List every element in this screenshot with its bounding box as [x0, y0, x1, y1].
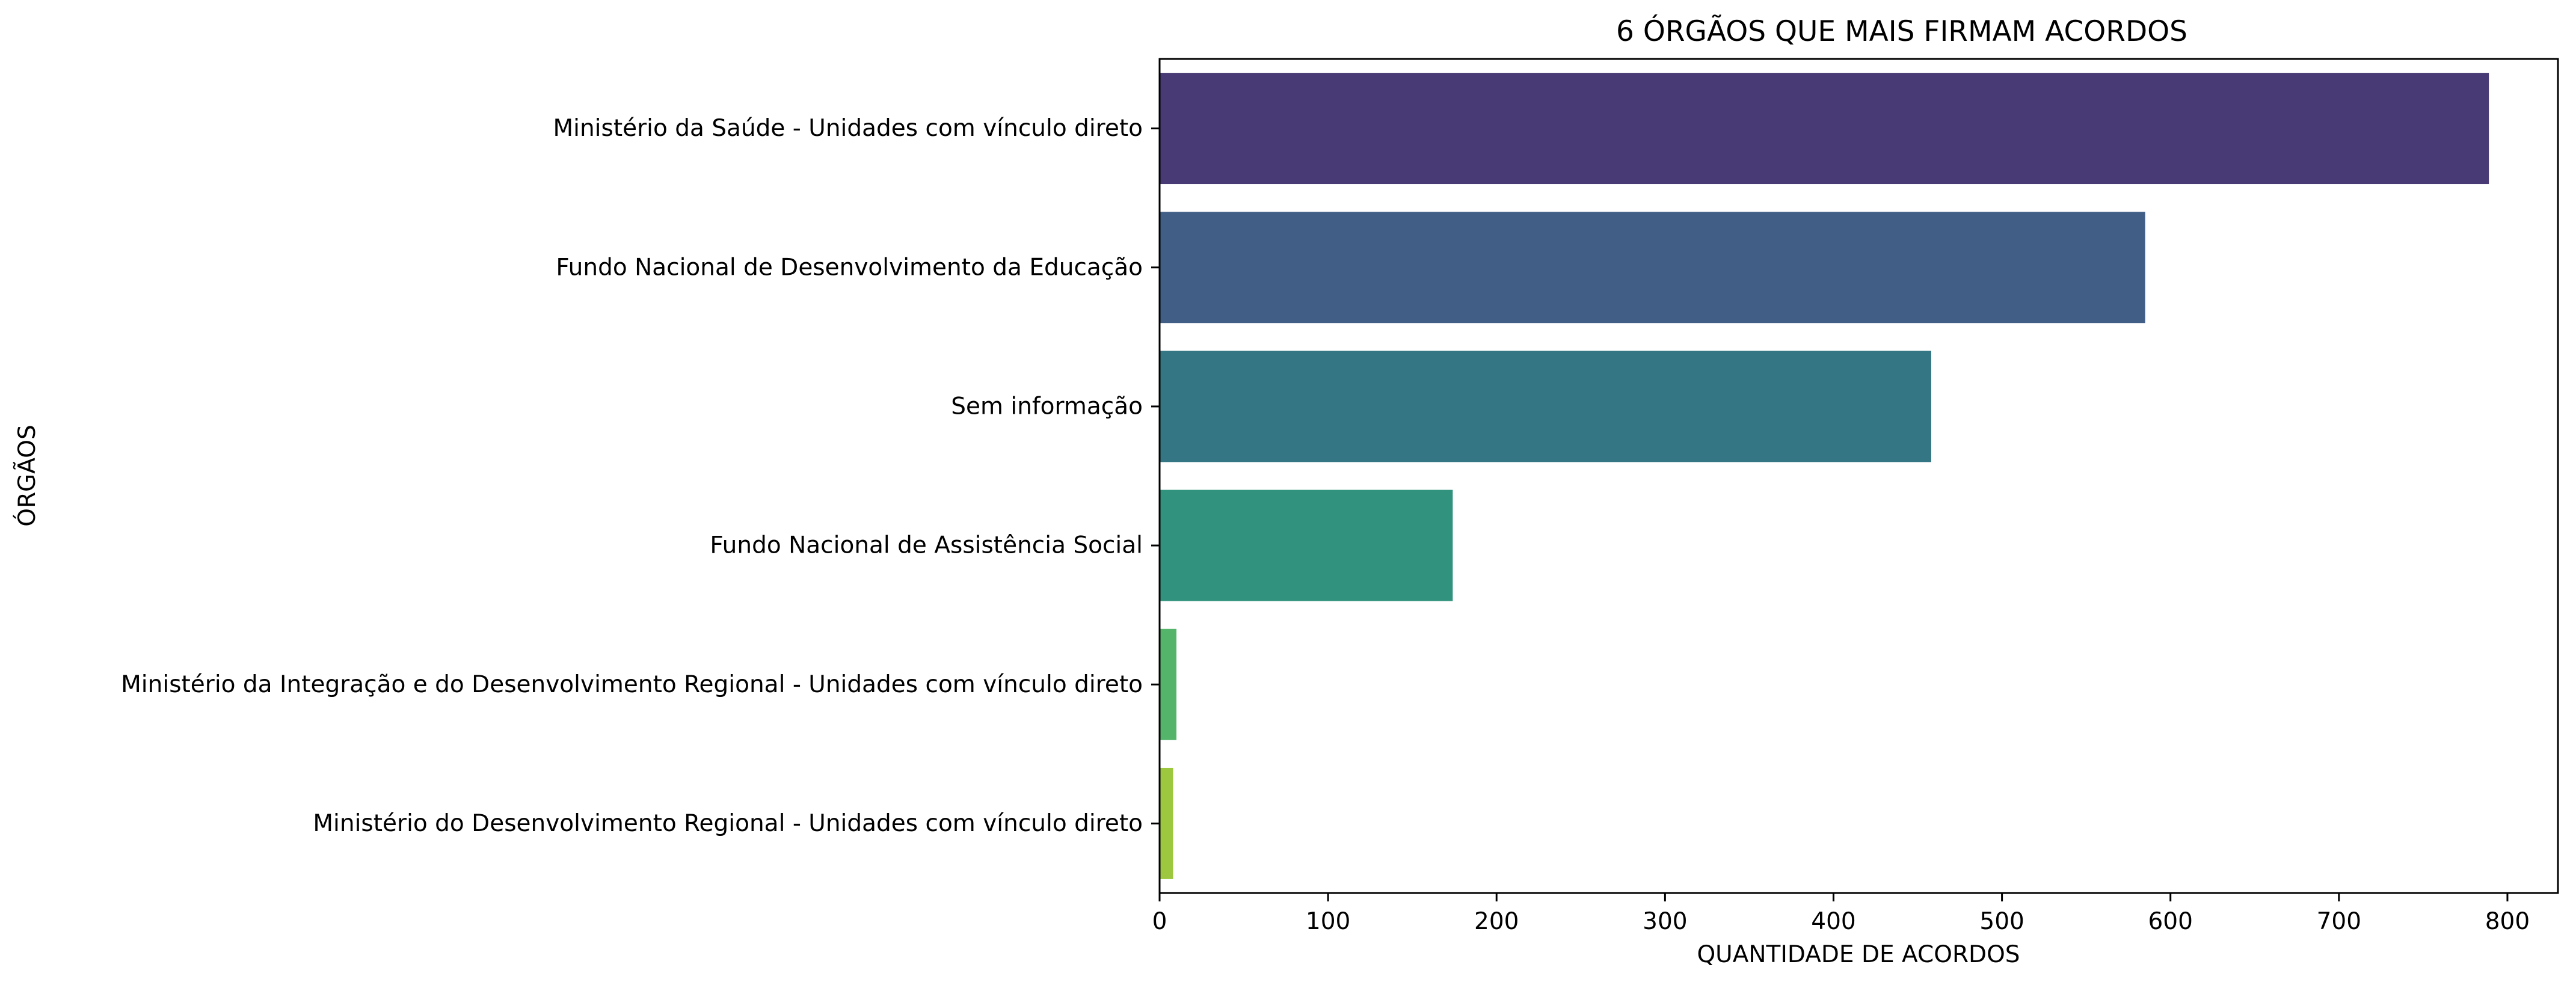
bar-5	[1160, 628, 1177, 740]
x-tick-label: 700	[2317, 908, 2361, 935]
category-labels: Ministério da Saúde - Unidades com víncu…	[121, 115, 1160, 837]
category-label: Ministério do Desenvolvimento Regional -…	[313, 810, 1143, 837]
plot-frame	[1158, 58, 2559, 894]
x-tick-label: 0	[1152, 908, 1167, 935]
x-tick-label: 300	[1643, 908, 1687, 935]
bar-2	[1160, 212, 2145, 324]
bars-layer	[1160, 73, 2489, 879]
category-label: Ministério da Integração e do Desenvolvi…	[121, 671, 1143, 698]
x-tick-label: 200	[1474, 908, 1519, 935]
category-label: Fundo Nacional de Assistência Social	[710, 532, 1143, 559]
x-tick-label: 400	[1811, 908, 1855, 935]
x-axis-ticks: 0 100 200 300 400 500 600 700 800	[1152, 893, 2530, 935]
bar-6	[1160, 767, 1173, 879]
x-axis-label: QUANTIDADE DE ACORDOS	[1697, 941, 2020, 968]
bar-3	[1160, 351, 1931, 462]
x-tick-label: 600	[2148, 908, 2192, 935]
category-label: Sem informação	[951, 393, 1143, 420]
bar-4	[1160, 489, 1453, 601]
x-tick-label: 500	[1979, 908, 2024, 935]
y-axis-label: ÓRGÃOS	[13, 425, 41, 526]
bar-1	[1160, 73, 2489, 185]
chart-title: 6 ÓRGÃOS QUE MAIS FIRMAM ACORDOS	[1616, 15, 2187, 48]
category-label: Ministério da Saúde - Unidades com víncu…	[553, 115, 1143, 142]
x-tick-label: 800	[2485, 908, 2530, 935]
x-tick-label: 100	[1306, 908, 1350, 935]
category-label: Fundo Nacional de Desenvolvimento da Edu…	[556, 254, 1143, 281]
